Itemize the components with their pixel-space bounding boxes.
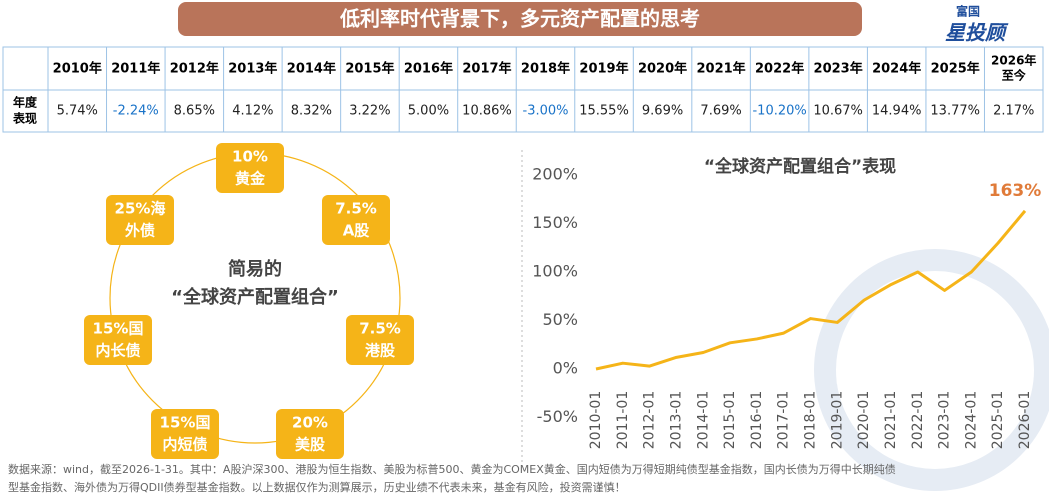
year-header: 至今: [1002, 68, 1027, 83]
footnote: 型基金指数、海外债为万得QDII债券型基金指数。以上数据仅作为测算展示，历史业绩…: [8, 480, 626, 494]
year-header: 2011年: [111, 61, 160, 77]
x-tick-label: 2024-01: [963, 391, 979, 450]
allocation-label: 外债: [124, 222, 155, 240]
x-tick-label: 2015-01: [722, 391, 738, 450]
watermark: [814, 249, 1049, 491]
year-header: 2017年: [462, 61, 511, 77]
y-tick-label: 200%: [532, 165, 578, 184]
year-header: 2021年: [696, 61, 745, 77]
logo-top: 富国: [956, 4, 980, 19]
annual-return: 9.69%: [642, 104, 683, 119]
x-tick-label: 2013-01: [668, 391, 684, 450]
y-tick-label: 50%: [542, 310, 578, 329]
x-tick-label: 2026-01: [1017, 391, 1033, 450]
x-tick-label: 2012-01: [642, 391, 658, 450]
footnote: 数据来源：wind，截至2026-1-31。其中：A股沪深300、港股为恒生指数…: [8, 462, 896, 476]
annual-return: -3.00%: [523, 104, 569, 119]
row-header: 表现: [12, 111, 37, 126]
x-tick-label: 2025-01: [990, 391, 1006, 450]
x-tick-label: 2023-01: [937, 391, 953, 450]
annual-return: -10.20%: [752, 104, 806, 119]
allocation-node: [322, 195, 390, 245]
y-tick-label: 100%: [532, 262, 578, 281]
year-header: 2012年: [170, 61, 219, 77]
x-tick-label: 2020-01: [856, 391, 872, 450]
annual-return: 13.77%: [930, 104, 980, 119]
series-line: [595, 209, 1027, 371]
year-header: 2014年: [287, 61, 336, 77]
year-header: 2025年: [931, 61, 980, 77]
x-tick-label: 2014-01: [695, 391, 711, 450]
value-label: 163%: [989, 181, 1042, 201]
row-header: 年度: [13, 95, 38, 110]
y-tick-label: -50%: [537, 407, 578, 426]
year-header: 2024年: [872, 61, 921, 77]
x-tick-label: 2017-01: [776, 391, 792, 450]
annual-return: 10.86%: [462, 104, 512, 119]
allocation-label: 10%: [232, 148, 268, 166]
year-header: 2019年: [579, 61, 628, 77]
annual-return: 4.12%: [232, 104, 273, 119]
x-tick-label: 2022-01: [910, 391, 926, 450]
allocation-node: [106, 195, 174, 245]
year-header: 2026年: [991, 53, 1036, 68]
allocation-label: 25%海: [115, 200, 166, 218]
annual-return: 5.00%: [408, 104, 449, 119]
annual-return: 8.65%: [174, 104, 215, 119]
year-header: 2023年: [814, 61, 863, 77]
x-tick-label: 2011-01: [615, 391, 631, 450]
x-tick-label: 2010-01: [588, 391, 604, 450]
annual-return: 14.94%: [872, 104, 922, 119]
allocation-label: 15%国: [93, 320, 144, 338]
allocation-node: [216, 143, 284, 193]
allocation-label: 7.5%: [359, 320, 401, 338]
annual-return: 7.69%: [700, 104, 741, 119]
allocation-label: 15%国: [160, 414, 211, 432]
title-banner: [178, 2, 862, 36]
annual-return: 15.55%: [579, 104, 629, 119]
year-header: 2022年: [755, 61, 804, 77]
allocation-center: 简易的: [228, 258, 282, 280]
year-header: 2010年: [53, 61, 102, 77]
allocation-label: 黄金: [235, 170, 266, 188]
allocation-label: A股: [343, 222, 371, 240]
allocation-node: [346, 315, 414, 365]
allocation-label: 7.5%: [335, 200, 377, 218]
year-header: 2013年: [228, 61, 277, 77]
year-header: 2018年: [521, 61, 570, 77]
annual-return: -2.24%: [113, 104, 159, 119]
year-header: 2016年: [404, 61, 453, 77]
annual-return: 10.67%: [813, 104, 863, 119]
allocation-node: [151, 409, 219, 459]
y-tick-label: 150%: [532, 213, 578, 232]
x-tick-label: 2018-01: [803, 391, 819, 450]
x-tick-label: 2021-01: [883, 391, 899, 450]
annual-return: 8.32%: [291, 104, 332, 119]
allocation-node: [276, 409, 344, 459]
allocation-node: [84, 315, 152, 365]
annual-return: 2.17%: [993, 104, 1034, 119]
x-tick-label: 2019-01: [829, 391, 845, 450]
y-tick-label: 0%: [553, 359, 578, 378]
year-header: 2015年: [345, 61, 394, 77]
x-tick-label: 2016-01: [749, 391, 765, 450]
allocation-center: “全球资产配置组合”: [171, 286, 339, 308]
allocation-label: 20%: [292, 414, 328, 432]
allocation-label: 内长债: [95, 342, 140, 360]
year-header: 2020年: [638, 61, 687, 77]
allocation-label: 港股: [365, 342, 396, 360]
chart-title: “全球资产配置组合”表现: [704, 156, 896, 177]
allocation-label: 内短债: [162, 436, 207, 454]
title: 低利率时代背景下，多元资产配置的思考: [339, 7, 700, 31]
logo-main: 星投顾: [945, 21, 1009, 45]
allocation-label: 美股: [295, 436, 326, 454]
annual-return: 5.74%: [57, 104, 98, 119]
annual-return: 3.22%: [349, 104, 390, 119]
